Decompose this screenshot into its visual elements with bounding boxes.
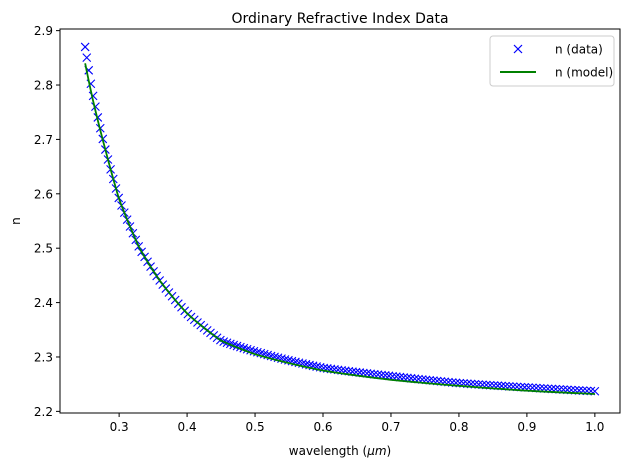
legend-marker-data [513,44,523,54]
data-point [82,53,92,62]
y-tick-label: 2.5 [34,242,53,256]
data-point [88,91,98,101]
legend-label-data: n (data) [555,43,603,57]
legend: n (data) n (model) [489,35,615,87]
y-tick-label: 2.6 [34,187,53,201]
y-tick-label: 2.4 [34,296,53,310]
x-tick-label: 0.8 [449,420,468,434]
chart-title: Ordinary Refractive Index Data [231,11,448,27]
series-model-line [84,63,595,395]
x-tick-label: 0.7 [381,420,400,434]
x-tick-label: 0.6 [313,420,332,434]
x-tick-label: 0.3 [110,420,129,434]
x-axis-label-prefix: wavelength ( [289,444,367,458]
x-axis: 0.3 0.4 0.5 0.6 0.7 0.8 0.9 1.0 [110,413,604,434]
x-axis-label: wavelength (μm) [289,444,391,458]
legend-box [489,35,615,87]
data-point [91,102,100,112]
x-axis-label-suffix: ) [387,444,392,458]
y-tick-label: 2.3 [34,350,53,364]
legend-label-model: n (model) [555,66,613,80]
data-point [80,42,90,52]
x-tick-label: 0.5 [246,420,265,434]
y-axis-label: n [9,217,23,225]
x-tick-label: 0.4 [178,420,197,434]
y-tick-label: 2.7 [34,133,53,147]
x-tick-label: 0.9 [517,420,536,434]
x-axis-label-symbol: μm [366,444,386,458]
plot-area [80,42,600,396]
plot-frame [59,28,621,414]
y-tick-label: 2.8 [34,79,53,93]
y-tick-label: 2.2 [34,405,53,419]
y-tick-label: 2.9 [34,24,53,38]
y-axis: 2.2 2.3 2.4 2.5 2.6 2.7 2.8 2.9 [34,24,60,419]
x-tick-label: 1.0 [585,420,604,434]
